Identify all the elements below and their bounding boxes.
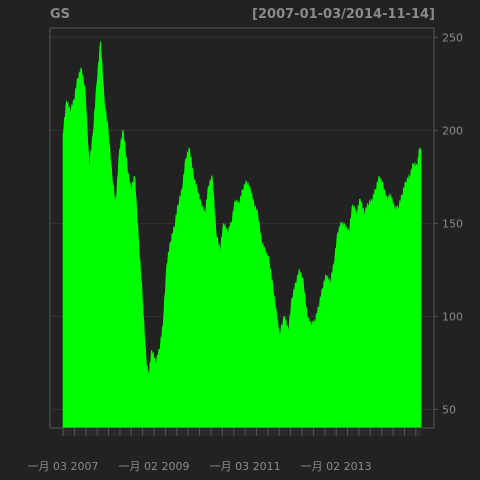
y-tick-label: 200 [442, 124, 463, 137]
x-tick-label: 一月 03 2007 [28, 460, 99, 473]
y-tick-label: 250 [442, 31, 463, 44]
date-range-label: [2007-01-03/2014-11-14] [252, 7, 435, 22]
y-tick-layer: 50 100 150 200 250 [434, 31, 463, 416]
x-tick-label: 一月 02 2013 [301, 460, 372, 473]
area-layer [62, 40, 422, 429]
x-axis-band [63, 428, 421, 436]
y-tick-label: 100 [442, 310, 463, 323]
x-tick-label: 一月 02 2009 [119, 460, 190, 473]
y-tick-label: 50 [442, 403, 456, 416]
x-tick-label: 一月 03 2011 [210, 460, 281, 473]
price-area-series [62, 40, 422, 429]
x-tick-layer: 一月 03 2007 一月 02 2009 一月 03 2011 一月 02 2013 [28, 460, 372, 473]
axis-layer [49, 27, 435, 436]
y-tick-label: 150 [442, 217, 463, 230]
chart-title: GS [50, 7, 71, 22]
